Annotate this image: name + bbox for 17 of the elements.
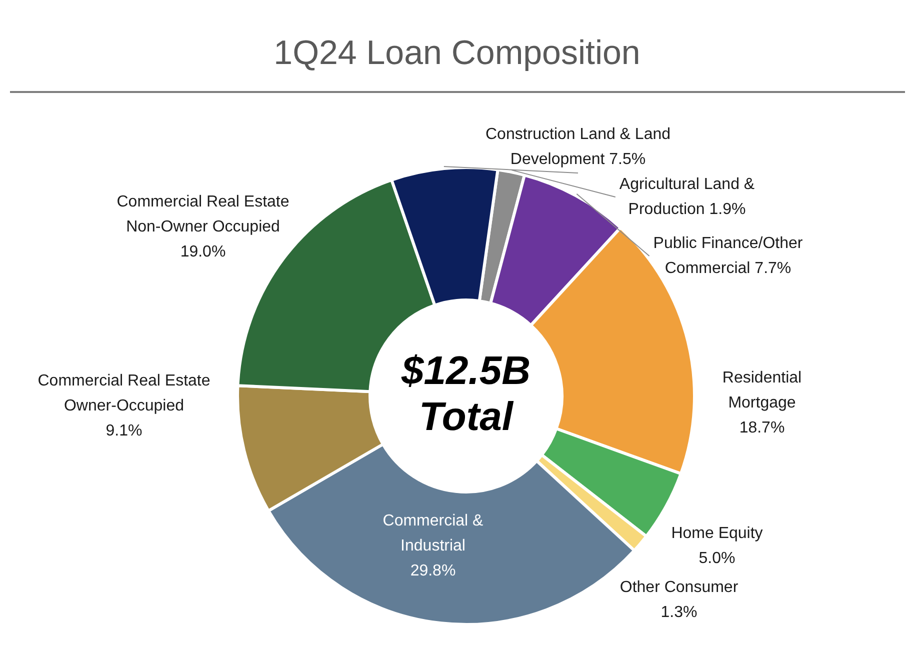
slice-label: Commercial & Industrial xyxy=(382,512,484,554)
data-label: 1.3% xyxy=(660,604,698,621)
data-label: 5.0% xyxy=(698,550,736,567)
slice-label: Commercial Real Estate Owner-Occupied xyxy=(38,372,210,414)
data-label: 29.8% xyxy=(410,562,456,580)
slice-label: Home Equity xyxy=(671,524,763,542)
text: $12.5B Total xyxy=(400,349,530,440)
data-label: 9.1% xyxy=(106,422,142,440)
slice-label: Agricultural Land & Production 1.9% xyxy=(619,176,755,218)
slice-label: Public Finance/Other Commercial 7.7% xyxy=(653,234,804,277)
slice-label: Construction Land & Land Development 7.5% xyxy=(485,126,671,168)
slice-label: Commercial Real Estate Non-Owner Occupied xyxy=(116,193,290,236)
data-label: 18.7% xyxy=(739,419,785,436)
chart-title: 1Q24 Loan Composition xyxy=(272,34,642,73)
slice-label: Residential Mortgage xyxy=(722,369,802,412)
slice-label: Other Consumer xyxy=(620,578,739,596)
data-label: 19.0% xyxy=(180,243,226,260)
